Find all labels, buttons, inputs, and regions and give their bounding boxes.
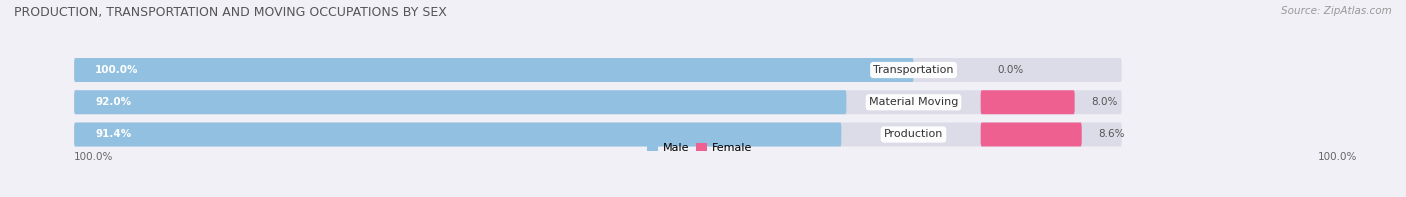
- Text: 91.4%: 91.4%: [96, 129, 131, 139]
- FancyBboxPatch shape: [75, 58, 1122, 82]
- FancyBboxPatch shape: [75, 123, 1122, 147]
- Text: Material Moving: Material Moving: [869, 97, 959, 107]
- Text: 0.0%: 0.0%: [997, 65, 1024, 75]
- FancyBboxPatch shape: [75, 90, 846, 114]
- FancyBboxPatch shape: [75, 123, 841, 147]
- Text: Production: Production: [884, 129, 943, 139]
- Text: 8.0%: 8.0%: [1091, 97, 1118, 107]
- Text: 100.0%: 100.0%: [96, 65, 139, 75]
- Text: 100.0%: 100.0%: [75, 152, 114, 162]
- Text: PRODUCTION, TRANSPORTATION AND MOVING OCCUPATIONS BY SEX: PRODUCTION, TRANSPORTATION AND MOVING OC…: [14, 6, 447, 19]
- FancyBboxPatch shape: [980, 90, 1074, 114]
- Text: 92.0%: 92.0%: [96, 97, 131, 107]
- Text: 8.6%: 8.6%: [1098, 129, 1125, 139]
- Text: Transportation: Transportation: [873, 65, 953, 75]
- Text: Source: ZipAtlas.com: Source: ZipAtlas.com: [1281, 6, 1392, 16]
- Legend: Male, Female: Male, Female: [643, 139, 756, 158]
- FancyBboxPatch shape: [75, 90, 1122, 114]
- FancyBboxPatch shape: [75, 58, 914, 82]
- Text: 100.0%: 100.0%: [1317, 152, 1357, 162]
- FancyBboxPatch shape: [980, 123, 1081, 147]
